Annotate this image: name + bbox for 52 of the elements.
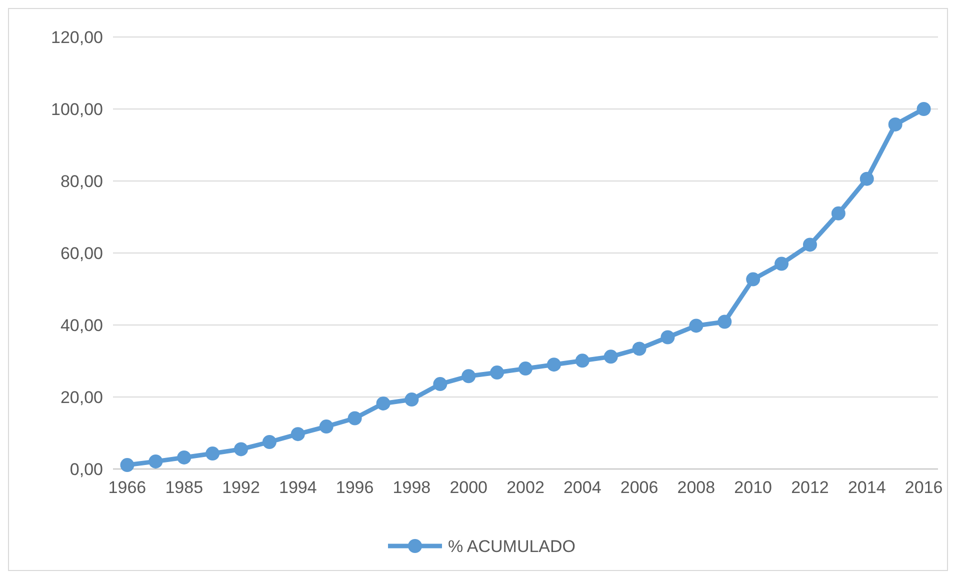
point (462, 369, 476, 384)
point (660, 330, 675, 344)
x-tick-label: 1996 (336, 478, 374, 497)
point (860, 172, 874, 186)
x-tick-label: 1994 (279, 478, 317, 497)
point (689, 318, 704, 333)
y-tick-label: 20,00 (60, 388, 103, 407)
point (718, 314, 732, 329)
point (604, 350, 618, 364)
x-tick-label: 2012 (791, 478, 829, 497)
x-tick-label: 2000 (450, 478, 488, 497)
point (148, 454, 163, 468)
x-tick-label: 1966 (108, 478, 146, 497)
point (831, 206, 846, 220)
x-tick-label: 2010 (734, 478, 772, 497)
point (234, 442, 248, 456)
x-tick-label: 2004 (563, 478, 602, 497)
x-tick-label: 1992 (222, 478, 260, 497)
point (746, 272, 760, 286)
point (888, 117, 902, 132)
point (916, 102, 931, 116)
point (177, 450, 192, 464)
point (376, 396, 390, 410)
x-tick-label: 2006 (620, 478, 658, 497)
point (802, 238, 817, 252)
point (546, 358, 561, 372)
point (206, 446, 220, 461)
x-tick-label: 1998 (392, 478, 431, 497)
point (120, 458, 134, 472)
point (290, 427, 305, 442)
point (774, 256, 789, 271)
point (348, 411, 362, 426)
x-tick-label: 2008 (677, 478, 716, 497)
y-tick-label: 100,00 (51, 100, 103, 119)
point (490, 366, 504, 380)
x-tick-label: 2016 (904, 478, 943, 497)
y-tick-label: 60,00 (60, 244, 103, 263)
point (575, 354, 590, 368)
point (262, 435, 276, 449)
x-tick-label: 2002 (506, 478, 544, 497)
legend-label: % ACUMULADO (448, 536, 576, 556)
point (632, 342, 646, 356)
y-tick-label: 80,00 (60, 172, 103, 191)
y-tick-label: 40,00 (60, 316, 103, 335)
y-tick-label: 0,00 (70, 460, 103, 479)
point (404, 392, 419, 407)
point (518, 362, 532, 376)
y-tick-label: 120,00 (51, 28, 103, 47)
point (319, 420, 334, 434)
x-tick-label: 2014 (848, 478, 886, 497)
point (433, 377, 448, 392)
x-tick-label: 1985 (165, 478, 204, 497)
